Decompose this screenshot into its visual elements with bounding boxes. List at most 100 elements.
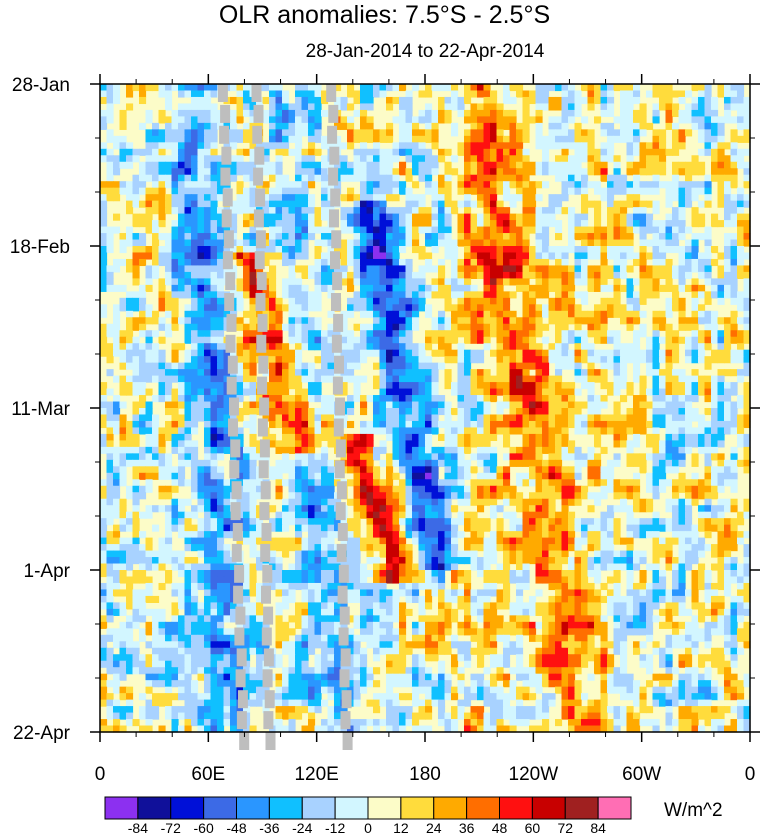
- field-cell: [288, 271, 296, 279]
- field-cell: [503, 433, 511, 441]
- field-cell: [685, 414, 693, 422]
- field-cell: [607, 362, 615, 370]
- field-cell: [204, 129, 212, 137]
- field-cell: [178, 440, 186, 448]
- field-cell: [620, 343, 628, 351]
- field-cell: [444, 284, 452, 292]
- field-cell: [464, 304, 472, 312]
- field-cell: [490, 304, 498, 312]
- field-cell: [464, 414, 472, 422]
- field-cell: [204, 446, 212, 454]
- field-cell: [691, 433, 699, 441]
- field-cell: [509, 369, 517, 377]
- field-cell: [210, 485, 218, 493]
- field-cell: [340, 317, 348, 325]
- field-cell: [444, 382, 452, 390]
- field-cell: [269, 433, 277, 441]
- field-cell: [236, 103, 244, 111]
- field-cell: [210, 297, 218, 305]
- field-cell: [119, 336, 127, 344]
- field-cell: [542, 382, 550, 390]
- field-cell: [275, 207, 283, 215]
- field-cell: [301, 408, 309, 416]
- field-cell: [704, 96, 712, 105]
- field-cell: [548, 135, 556, 143]
- field-cell: [457, 382, 465, 390]
- field-cell: [646, 433, 654, 441]
- field-cell: [568, 414, 576, 422]
- field-cell: [711, 440, 719, 448]
- field-cell: [282, 174, 290, 182]
- field-cell: [158, 246, 166, 254]
- field-cell: [457, 271, 465, 279]
- field-cell: [704, 362, 712, 370]
- field-cell: [373, 472, 381, 480]
- field-cell: [711, 278, 719, 286]
- field-cell: [366, 420, 374, 429]
- field-cell: [308, 116, 316, 124]
- field-cell: [503, 155, 511, 163]
- field-cell: [425, 135, 433, 143]
- field-cell: [672, 246, 680, 254]
- field-cell: [600, 369, 608, 377]
- field-cell: [295, 122, 303, 130]
- field-cell: [522, 187, 530, 195]
- field-cell: [210, 291, 218, 299]
- field-cell: [490, 122, 498, 130]
- field-cell: [451, 382, 459, 390]
- field-cell: [145, 174, 153, 182]
- field-cell: [191, 472, 199, 480]
- field-cell: [379, 181, 387, 189]
- field-cell: [522, 310, 530, 318]
- field-cell: [483, 343, 491, 351]
- field-cell: [145, 84, 153, 92]
- field-cell: [418, 362, 426, 370]
- field-cell: [646, 356, 654, 364]
- field-cell: [490, 466, 498, 474]
- field-cell: [119, 187, 127, 195]
- field-cell: [438, 343, 446, 351]
- field-cell: [483, 246, 491, 254]
- field-cell: [327, 401, 335, 409]
- field-cell: [347, 369, 355, 377]
- field-cell: [171, 278, 179, 286]
- field-cell: [171, 187, 179, 195]
- field-cell: [308, 161, 316, 169]
- field-cell: [704, 142, 712, 150]
- field-cell: [678, 271, 686, 279]
- field-cell: [236, 284, 244, 292]
- field-cell: [665, 453, 673, 461]
- field-cell: [672, 174, 680, 182]
- field-cell: [431, 122, 439, 130]
- field-cell: [685, 239, 693, 247]
- field-cell: [633, 343, 641, 351]
- field-cell: [113, 414, 121, 422]
- field-cell: [587, 168, 595, 176]
- field-cell: [737, 420, 745, 429]
- field-cell: [639, 116, 647, 124]
- field-cell: [399, 187, 407, 195]
- field-cell: [503, 271, 511, 279]
- field-cell: [178, 382, 186, 390]
- field-cell: [399, 135, 407, 143]
- field-cell: [373, 278, 381, 286]
- field-cell: [288, 310, 296, 318]
- field-cell: [704, 109, 712, 117]
- field-cell: [158, 395, 166, 403]
- field-cell: [113, 155, 121, 163]
- field-cell: [613, 155, 621, 163]
- field-cell: [275, 304, 283, 312]
- field-cell: [652, 200, 660, 208]
- field-cell: [139, 459, 147, 467]
- field-cell: [574, 174, 582, 182]
- field-cell: [243, 401, 251, 409]
- field-cell: [386, 433, 394, 441]
- field-cell: [496, 226, 504, 234]
- field-cell: [145, 408, 153, 416]
- field-cell: [659, 258, 667, 267]
- field-cell: [373, 330, 381, 338]
- field-cell: [152, 414, 160, 422]
- field-cell: [425, 395, 433, 403]
- field-cell: [730, 265, 738, 273]
- field-cell: [626, 213, 634, 221]
